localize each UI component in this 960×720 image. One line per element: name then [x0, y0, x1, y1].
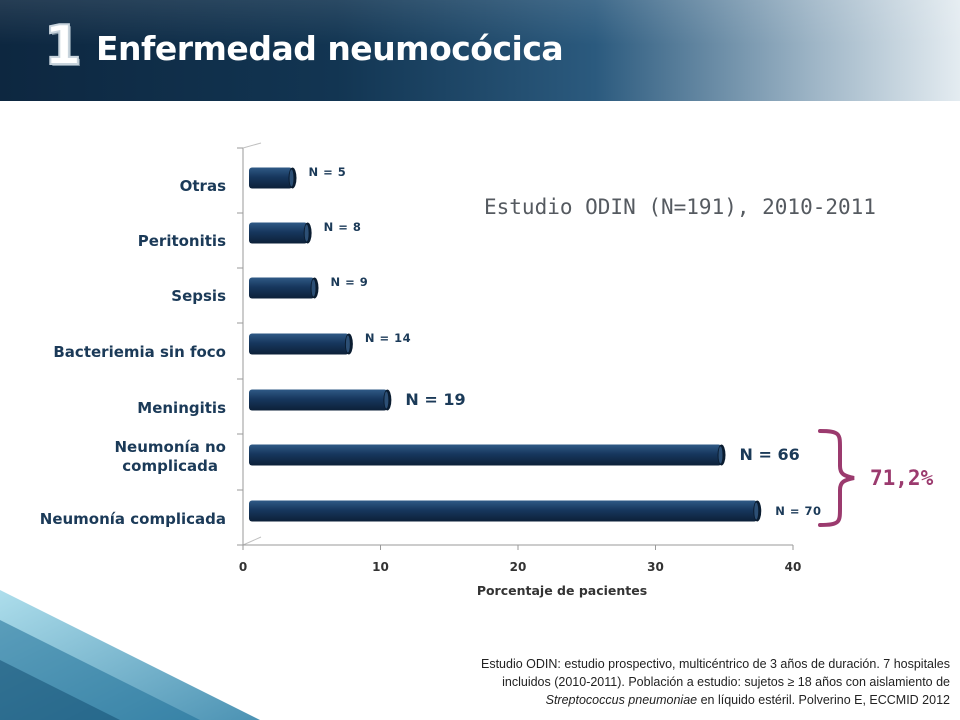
data-label: N = 66	[740, 445, 800, 464]
bar-cap-highlight	[384, 391, 389, 409]
category-labels: Otras Peritonitis Sepsis Bacteriemia sin fo…	[40, 177, 226, 528]
footnote-line-2: incluidos (2010-2011). Población a estud…	[502, 675, 950, 689]
bar-body	[249, 389, 388, 411]
bar-body	[249, 333, 349, 355]
footnote-line-1: Estudio ODIN: estudio prospectivo, multi…	[480, 657, 950, 671]
footnote-line-3: en líquido estéril. Polverino E, ECCMID …	[697, 693, 950, 707]
data-label: N = 19	[405, 390, 465, 409]
data-label: N = 14	[365, 331, 411, 345]
footnote-species: Streptococcus pneumoniae	[545, 693, 698, 707]
bar-body	[249, 222, 308, 244]
bar-body	[249, 444, 722, 466]
bar-cap-highlight	[304, 224, 309, 242]
page-title: Enfermedad neumocócica	[96, 29, 564, 68]
x-tick-label: 0	[239, 560, 247, 574]
bar	[249, 389, 392, 411]
category-label: Neumonía complicada	[40, 510, 226, 528]
y-axis-depth-line	[242, 142, 262, 149]
title-banner: 1 Enfermedad neumocócica	[0, 0, 960, 101]
x-tick-labels: 0 10 20 30 40	[239, 560, 802, 574]
study-title: Estudio ODIN (N=191), 2010-2011	[484, 195, 876, 219]
x-axis-title: Porcentaje de pacientes	[477, 583, 647, 598]
bracket-total-label: 71,2%	[870, 466, 934, 490]
data-label: N = 8	[324, 220, 362, 234]
bar-body	[249, 167, 293, 189]
category-label: Peritonitis	[138, 232, 226, 250]
category-label: Otras	[180, 177, 226, 195]
bar	[249, 277, 319, 299]
bar-chart: Otras Peritonitis Sepsis Bacteriemia sin fo…	[40, 142, 822, 598]
bar-body	[249, 277, 315, 299]
data-label: N = 70	[775, 504, 821, 518]
category-label: Sepsis	[171, 287, 226, 305]
chart-axes	[237, 142, 794, 550]
bar	[249, 444, 726, 466]
data-labels: N = 5 N = 8 N = 9 N = 14 N = 19 N = 66 N = 70	[309, 165, 822, 518]
data-label: N = 5	[309, 165, 347, 179]
decorative-corner-graphic	[0, 590, 260, 720]
x-tick-label: 40	[785, 560, 802, 574]
chart-bars	[249, 167, 762, 522]
right-bracket	[818, 429, 855, 527]
bar-cap-highlight	[718, 446, 723, 464]
bar-cap-highlight	[754, 502, 759, 520]
bar	[249, 333, 353, 355]
bar-body	[249, 500, 758, 522]
bar-cap-highlight	[311, 279, 316, 297]
floor-depth-line	[242, 536, 262, 546]
bar-cap-highlight	[345, 335, 350, 353]
x-tick-label: 30	[647, 560, 664, 574]
footnote: Estudio ODIN: estudio prospectivo, multi…	[300, 655, 950, 709]
slide-number: 1	[43, 14, 83, 77]
category-label: Bacteriemia sin foco	[53, 343, 226, 361]
x-tick-label: 20	[510, 560, 527, 574]
bar	[249, 167, 297, 189]
x-tick-label: 10	[372, 560, 389, 574]
bar	[249, 222, 312, 244]
bar	[249, 500, 762, 522]
category-label: Neumonía no	[115, 438, 227, 456]
category-label: Meningitis	[137, 399, 226, 417]
data-label: N = 9	[331, 275, 369, 289]
bar-cap-highlight	[289, 169, 294, 187]
category-label-line-2: complicada	[122, 457, 218, 475]
